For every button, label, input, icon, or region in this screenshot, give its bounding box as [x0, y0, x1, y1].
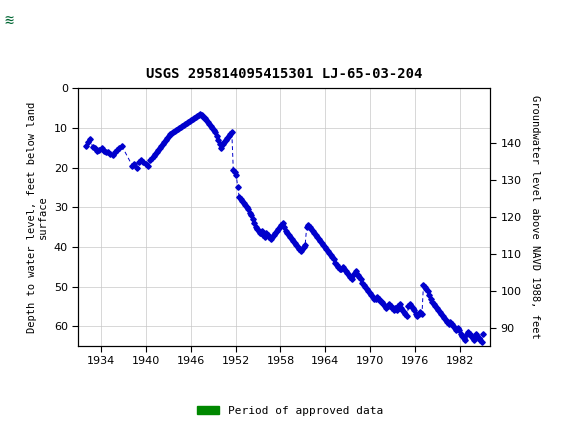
Y-axis label: Depth to water level, feet below land
surface: Depth to water level, feet below land su… [27, 101, 48, 333]
Y-axis label: Groundwater level above NAVD 1988, feet: Groundwater level above NAVD 1988, feet [530, 95, 540, 339]
Text: USGS: USGS [28, 13, 75, 28]
Bar [3, 3, 67, 37]
Title: USGS 295814095415301 LJ-65-03-204: USGS 295814095415301 LJ-65-03-204 [146, 68, 422, 81]
Text: ≋: ≋ [5, 13, 14, 28]
Legend: Period of approved data: Period of approved data [193, 401, 387, 420]
